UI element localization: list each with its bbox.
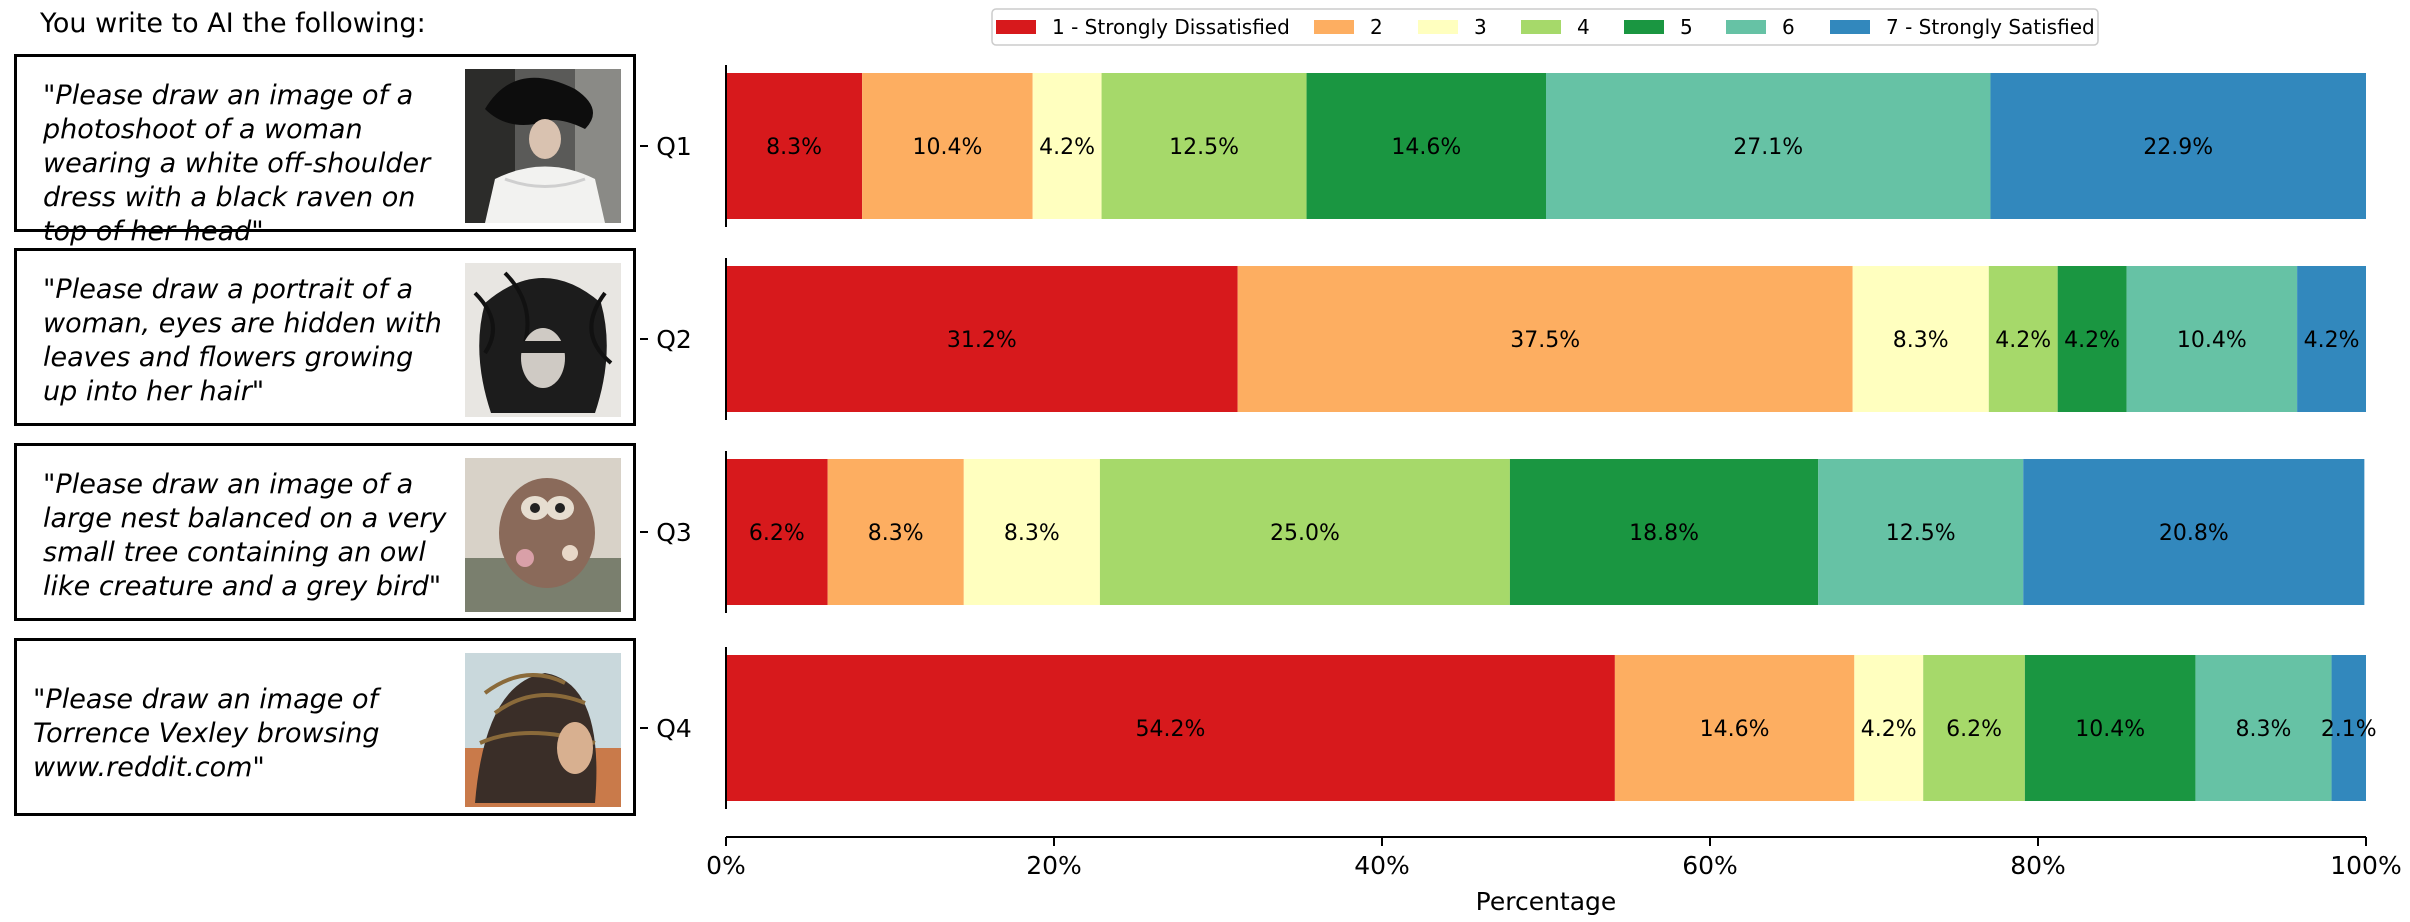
x-tick-label: 100% (2330, 851, 2401, 880)
data-label: 8.3% (868, 521, 924, 546)
y-tick-label: Q3 (656, 518, 692, 547)
bar-segment (1852, 266, 1989, 412)
legend-label: 6 (1782, 15, 1795, 39)
bar-segment (1990, 73, 2366, 219)
bar-segment (2195, 655, 2332, 801)
bars-group: 8.3% 10.4% 4.2% 12.5% 14.6% 27.1% 22.9% 31.2% 37… (726, 73, 2377, 801)
legend-swatch (1624, 20, 1664, 34)
data-label: 20.8% (2159, 521, 2229, 546)
data-label: 4.2% (1995, 328, 2051, 353)
bar-segment (1032, 73, 1102, 219)
header-text: You write to AI the following: (40, 8, 426, 39)
bar-segment (1101, 73, 1307, 219)
legend-label: 5 (1680, 15, 1693, 39)
data-label: 10.4% (2177, 328, 2247, 353)
data-label: 25.0% (1270, 521, 1340, 546)
data-label: 6.2% (1946, 717, 2002, 742)
legend-label: 7 - Strongly Satisfied (1886, 15, 2095, 39)
legend-swatch (1314, 20, 1354, 34)
bar-segment (1306, 73, 1546, 219)
legend-swatch (1830, 20, 1870, 34)
data-label: 27.1% (1733, 135, 1803, 160)
bar-segment (2024, 655, 2196, 801)
x-tick-label: 0% (706, 851, 746, 880)
bar-segment (2057, 266, 2127, 412)
prompt-text: "Please draw a portrait of a woman, eyes… (43, 274, 442, 407)
data-label: 4.2% (1039, 135, 1095, 160)
data-label: 6.2% (749, 521, 805, 546)
bar-segment (1818, 459, 2024, 605)
woman-raven-image (465, 69, 621, 223)
prompt-text: "Please draw an image of a large nest ba… (43, 469, 447, 602)
data-label: 22.9% (2143, 135, 2213, 160)
prompt-text: "Please draw an image of Torrence Vexley… (33, 684, 380, 783)
legend: 1 - Strongly Dissatisfied 2 3 4 5 6 7 - Strong… (991, 8, 2099, 46)
data-label: 31.2% (947, 328, 1017, 353)
data-label: 4.2% (2304, 328, 2360, 353)
prompt-card-q4: "Please draw an image of Torrence Vexley… (14, 638, 636, 816)
data-label: 4.2% (2064, 328, 2120, 353)
data-label: 8.3% (1893, 328, 1949, 353)
bar-segment (1546, 73, 1991, 219)
legend-label: 4 (1577, 15, 1590, 39)
bar-segment (1923, 655, 2025, 801)
bar-segment (726, 459, 828, 605)
data-label: 8.3% (2236, 717, 2292, 742)
x-tick-label: 80% (2010, 851, 2066, 880)
bar-segment (1237, 266, 1853, 412)
data-label: 2.1% (2321, 717, 2377, 742)
legend-swatch (1726, 20, 1766, 34)
x-tick-label: 20% (1026, 851, 1082, 880)
bar-segment (1614, 655, 1855, 801)
legend-swatch (996, 20, 1036, 34)
bar-segment (726, 73, 863, 219)
bar-segment (1509, 459, 1819, 605)
data-label: 54.2% (1135, 717, 1205, 742)
data-label: 4.2% (1861, 717, 1917, 742)
bar-segment (1099, 459, 1510, 605)
prompt-text: "Please draw an image of a photoshoot of… (43, 80, 431, 247)
bar-segment (726, 266, 1238, 412)
data-label: 10.4% (912, 135, 982, 160)
bar-segment (2126, 266, 2298, 412)
bar-segment (1988, 266, 2058, 412)
bar-segment (2331, 655, 2366, 801)
bar-segment (862, 73, 1033, 219)
bar-segment (726, 655, 1615, 801)
bar-segment (827, 459, 964, 605)
prompt-card-q3: "Please draw an image of a large nest ba… (14, 443, 636, 621)
data-label: 8.3% (1004, 521, 1060, 546)
legend-label: 2 (1370, 15, 1383, 39)
axes-group: Q1 Q2 Q3 Q4 0% 20% 40% 60% 80% 100% (640, 65, 2402, 880)
data-label: 12.5% (1169, 135, 1239, 160)
data-label: 18.8% (1629, 521, 1699, 546)
data-label: 37.5% (1510, 328, 1580, 353)
bar-segment (1854, 655, 1924, 801)
woman-hair-image (465, 263, 621, 417)
x-tick-label: 40% (1354, 851, 1410, 880)
prompt-card-q1: "Please draw an image of a photoshoot of… (14, 54, 636, 247)
legend-label: 1 - Strongly Dissatisfied (1052, 15, 1290, 39)
legend-swatch (1521, 20, 1561, 34)
y-tick-label: Q1 (656, 132, 692, 161)
data-label: 12.5% (1886, 521, 1956, 546)
legend-swatch (1418, 20, 1458, 34)
data-label: 10.4% (2075, 717, 2145, 742)
nest-owl-image (465, 458, 621, 612)
torrence-vexley-image (465, 653, 621, 807)
x-axis-label: Percentage (1476, 887, 1617, 916)
y-tick-label: Q4 (656, 714, 692, 743)
data-label: 14.6% (1391, 135, 1461, 160)
prompt-card-q2: "Please draw a portrait of a woman, eyes… (14, 248, 636, 426)
data-label: 8.3% (766, 135, 822, 160)
x-tick-label: 60% (1682, 851, 1738, 880)
bar-segment (963, 459, 1100, 605)
data-label: 14.6% (1700, 717, 1770, 742)
legend-label: 3 (1474, 15, 1487, 39)
y-tick-label: Q2 (656, 325, 692, 354)
bar-segment (2297, 266, 2366, 412)
bar-segment (2023, 459, 2365, 605)
